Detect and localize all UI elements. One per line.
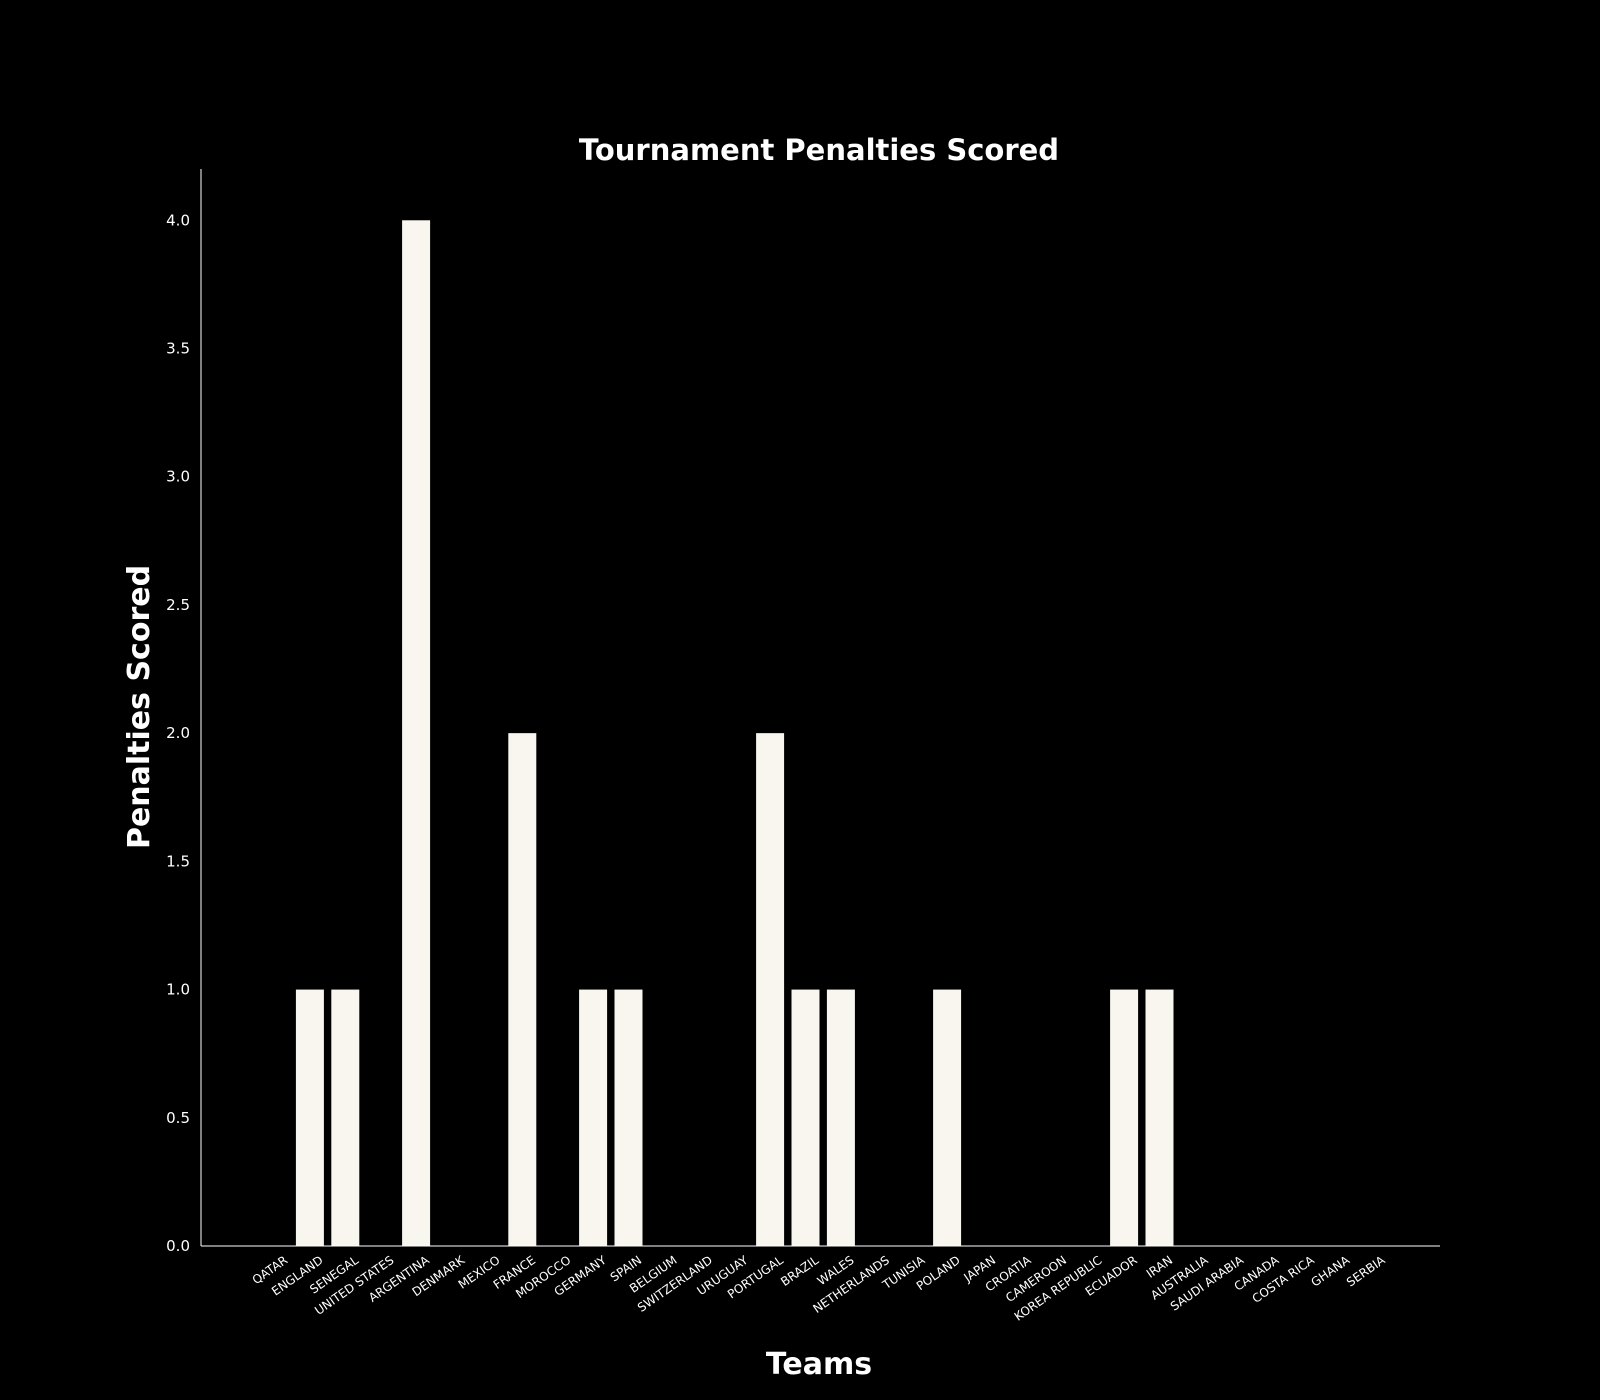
bar [756, 733, 785, 1246]
y-tick-label: 3.0 [166, 468, 190, 486]
y-axis-ticks: 0.0 0.5 1.0 1.5 2.0 2.5 3.0 3.5 4.0 [166, 211, 190, 1255]
bar [331, 989, 360, 1246]
bar [295, 989, 324, 1246]
bar [933, 989, 962, 1246]
chart-title: Tournament Penalties Scored [579, 133, 1059, 167]
y-axis-title: Penalties Scored [122, 565, 157, 849]
bar [614, 989, 643, 1246]
bar [791, 989, 820, 1246]
bars-group [295, 220, 1174, 1246]
bar [579, 989, 608, 1246]
y-tick-label: 0.5 [166, 1109, 190, 1127]
bar [508, 733, 537, 1246]
y-tick-label: 1.5 [166, 852, 190, 870]
y-tick-label: 2.5 [166, 596, 190, 614]
y-tick-label: 2.0 [166, 724, 190, 742]
y-tick-label: 0.0 [166, 1237, 190, 1255]
bar [1145, 989, 1174, 1246]
y-tick-label: 3.5 [166, 340, 190, 358]
y-tick-label: 4.0 [166, 211, 190, 229]
bar [826, 989, 855, 1246]
bar [1110, 989, 1139, 1246]
y-tick-label: 1.0 [166, 981, 190, 999]
bar [402, 220, 431, 1246]
x-axis-title: Teams [766, 1347, 872, 1382]
